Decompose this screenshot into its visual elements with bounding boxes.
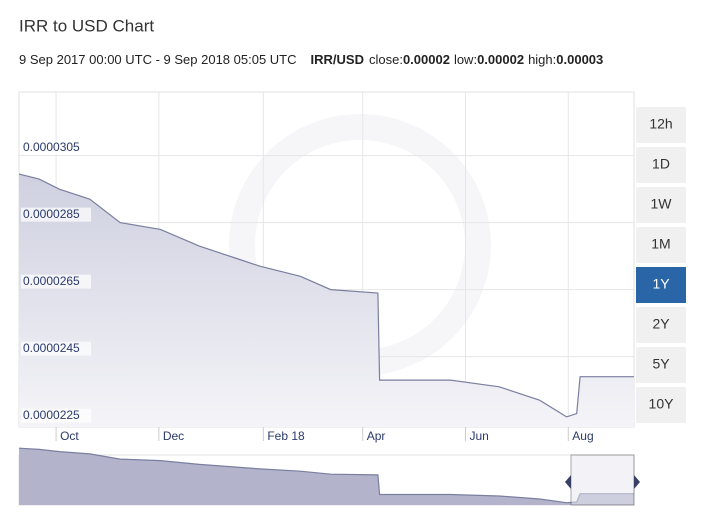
nav-handle[interactable] — [565, 475, 571, 489]
range-button[interactable] — [636, 307, 686, 343]
range-button-label[interactable]: 5Y — [652, 356, 670, 372]
stat-label: close: — [369, 52, 403, 67]
range-button-label[interactable]: 1W — [651, 196, 673, 212]
y-tick-label-bg — [21, 140, 91, 155]
range-button-label[interactable]: 1Y — [652, 276, 670, 292]
y-tick-label-bg — [21, 207, 91, 222]
nav-handle[interactable] — [634, 475, 640, 489]
y-tick-label: 0.0000305 — [23, 140, 80, 154]
stat-label: low: — [454, 52, 477, 67]
stat-value: 0.00002 — [477, 52, 524, 67]
y-tick-label-bg — [21, 341, 91, 356]
range-button[interactable] — [636, 147, 686, 183]
range-button-label[interactable]: 2Y — [652, 316, 670, 332]
range-button[interactable] — [636, 227, 686, 263]
subtitle: 9 Sep 2017 00:00 UTC - 9 Sep 2018 05:05 … — [19, 52, 603, 67]
pair: IRR/USD — [311, 52, 364, 67]
chart-title: IRR to USD Chart — [19, 16, 154, 35]
area-fill — [19, 174, 634, 427]
area-line — [18, 173, 634, 418]
range-button-label[interactable]: 1M — [651, 236, 670, 252]
range-button[interactable] — [636, 347, 686, 383]
nav-line — [18, 447, 634, 504]
range-button-label[interactable]: 1D — [652, 156, 670, 172]
date-range: 9 Sep 2017 00:00 UTC - 9 Sep 2018 05:05 … — [19, 52, 297, 67]
range-button[interactable] — [636, 187, 686, 223]
y-tick-label: 0.0000225 — [23, 408, 80, 422]
stat-label: high: — [528, 52, 556, 67]
y-tick-label-bg — [21, 274, 91, 289]
range-button[interactable] — [636, 267, 686, 303]
y-tick-label: 0.0000285 — [23, 207, 80, 221]
x-tick-label: Feb 18 — [267, 429, 305, 443]
range-button-label[interactable]: 12h — [649, 116, 672, 132]
y-tick-label: 0.0000265 — [23, 274, 80, 288]
y-tick-label-bg — [21, 408, 91, 423]
nav-selection — [570, 454, 635, 506]
x-tick-label: Dec — [163, 429, 184, 443]
x-tick-label: Apr — [367, 429, 386, 443]
x-tick-label: Jun — [470, 429, 489, 443]
stat-value: 0.00002 — [403, 52, 450, 67]
range-button-label[interactable]: 10Y — [649, 396, 675, 412]
x-tick-label: Oct — [60, 429, 79, 443]
x-tick-label: Aug — [572, 429, 593, 443]
range-button[interactable] — [636, 387, 686, 423]
range-button[interactable] — [636, 107, 686, 143]
y-tick-label: 0.0000245 — [23, 341, 80, 355]
stat-value: 0.00003 — [556, 52, 603, 67]
